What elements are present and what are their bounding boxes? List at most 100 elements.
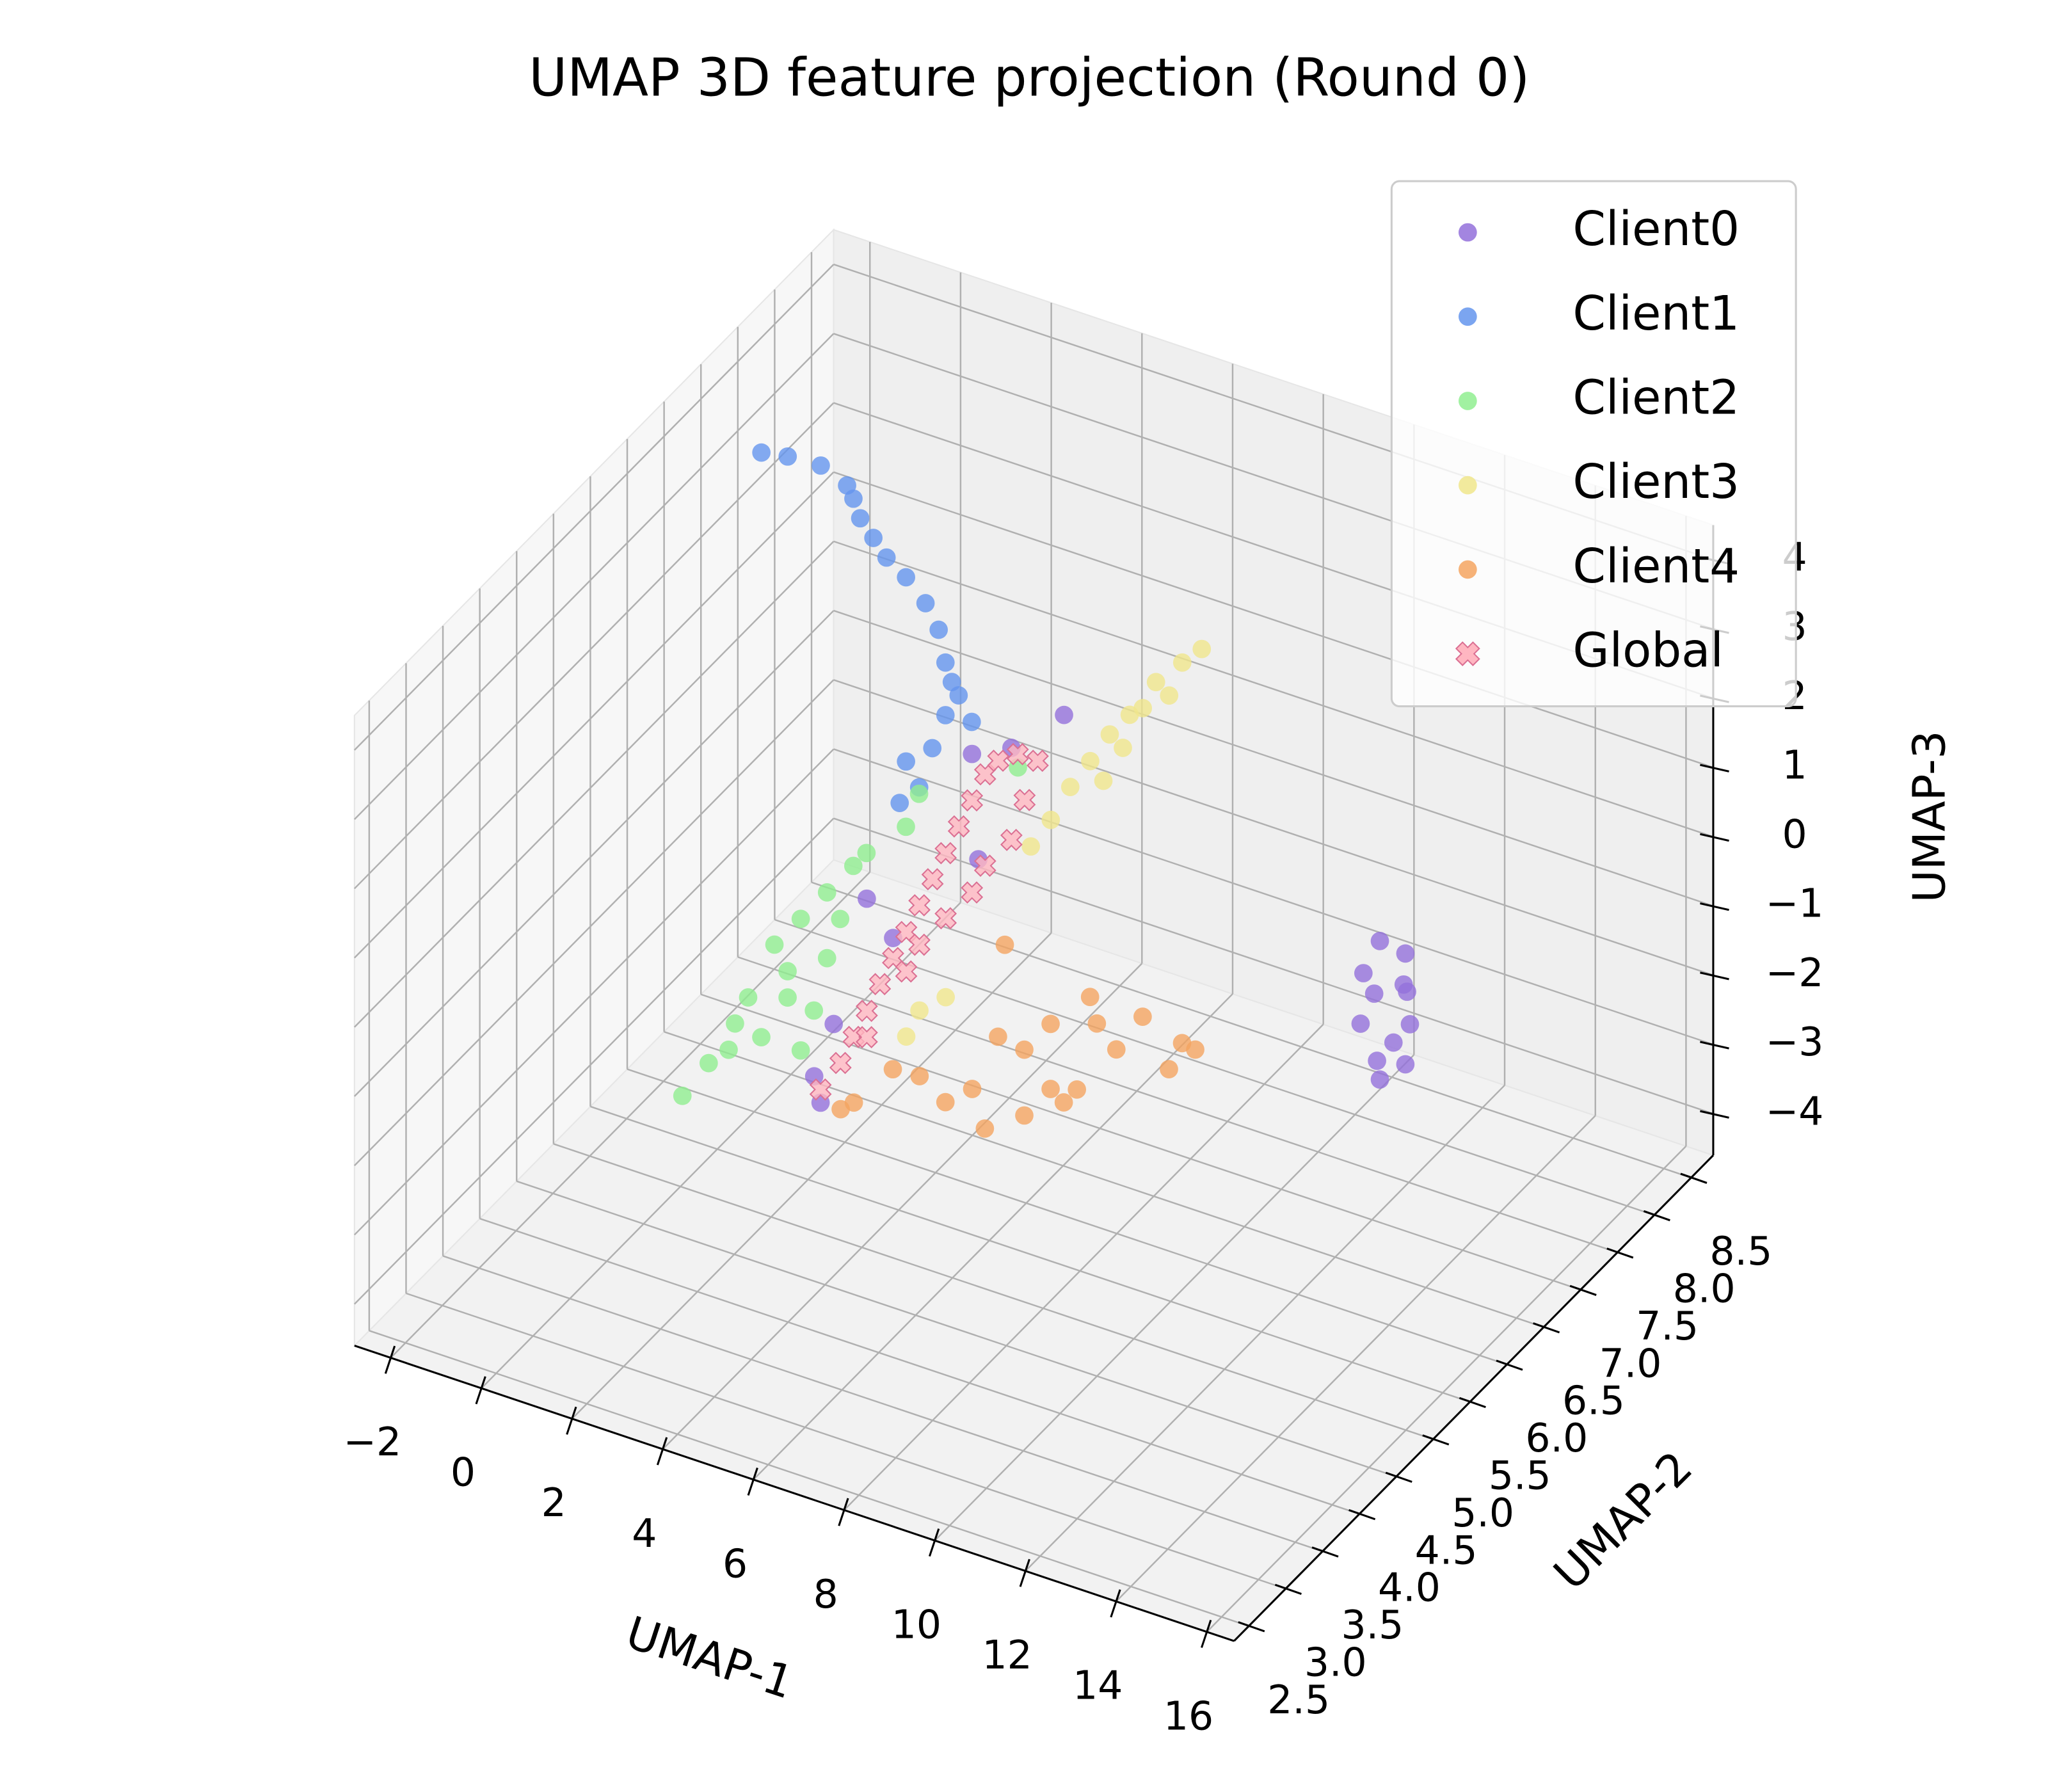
legend-label: Client3 (1572, 454, 1740, 509)
grid-line (353, 264, 835, 751)
point (857, 844, 876, 863)
tick-mark (1496, 1359, 1523, 1371)
point (673, 1086, 692, 1105)
z-tick-label: −3 (1766, 1019, 1824, 1065)
point (1351, 1014, 1370, 1033)
tick-mark (1238, 1621, 1265, 1633)
point (778, 447, 797, 466)
y-tick-label: 8.5 (1709, 1228, 1772, 1274)
point (934, 842, 957, 865)
grid-line (934, 1054, 1415, 1541)
point (909, 784, 929, 803)
point (1015, 1106, 1034, 1125)
point (851, 509, 870, 528)
y-tick-label: 4.0 (1378, 1565, 1441, 1611)
point (864, 529, 883, 547)
x-tick-label: 14 (1073, 1663, 1123, 1709)
point (699, 1053, 718, 1073)
z-tick-label: −1 (1766, 881, 1824, 927)
point (910, 1001, 929, 1020)
grid-line (353, 679, 835, 1167)
x-axis (354, 1345, 1235, 1642)
grid-line (353, 610, 835, 1097)
point (936, 988, 956, 1007)
legend-marker (1458, 392, 1477, 410)
point (1394, 975, 1413, 994)
point (831, 1100, 850, 1119)
y-tick-label: 5.5 (1489, 1453, 1551, 1499)
tick-mark (1700, 833, 1729, 842)
grid-line (753, 993, 1233, 1480)
point (1080, 988, 1100, 1007)
point (936, 1092, 955, 1112)
y-tick-label: 3.5 (1341, 1602, 1404, 1648)
tick-mark (1606, 1247, 1634, 1259)
point (936, 706, 955, 724)
point (739, 988, 758, 1007)
tick-mark (1700, 972, 1729, 980)
point (1041, 1080, 1060, 1098)
grid-line (1116, 1115, 1596, 1603)
grid-line (353, 402, 835, 890)
point (963, 744, 982, 764)
legend-label: Client4 (1572, 539, 1740, 594)
legend-box (1390, 180, 1797, 708)
tick-mark (384, 1345, 396, 1374)
point (987, 749, 1010, 772)
grid-line (1025, 1084, 1505, 1572)
x-tick-label: 0 (451, 1450, 476, 1496)
tick-mark (1422, 1434, 1450, 1446)
grid-line (1206, 1145, 1687, 1633)
point (1081, 751, 1100, 771)
point (1364, 984, 1384, 1003)
point (1041, 1014, 1060, 1034)
point (829, 1052, 852, 1075)
y-tick-label: 5.0 (1452, 1490, 1514, 1536)
tick-mark (1533, 1322, 1560, 1334)
point (1068, 1080, 1087, 1099)
tick-mark (1700, 902, 1729, 911)
point (765, 935, 784, 954)
point (1087, 1014, 1107, 1033)
grid-line (369, 1330, 1249, 1627)
point (1384, 1033, 1403, 1052)
tick-mark (1311, 1546, 1339, 1558)
point (961, 789, 984, 812)
y-axis (1233, 1155, 1715, 1642)
point (804, 1067, 824, 1086)
grid-line (774, 918, 1655, 1216)
point (1006, 742, 1029, 765)
tick-mark (1569, 1284, 1597, 1296)
point (1060, 778, 1080, 797)
point (1055, 705, 1073, 724)
legend-marker (1458, 560, 1477, 579)
point (719, 1040, 738, 1059)
point (895, 960, 918, 983)
point (824, 1014, 844, 1034)
z-tick-label: −2 (1766, 950, 1824, 996)
point (897, 817, 915, 836)
point (1015, 1040, 1034, 1059)
point (817, 883, 836, 902)
point (1107, 1040, 1126, 1059)
point (973, 854, 996, 877)
tick-mark (656, 1437, 668, 1466)
x-axis-label: UMAP-1 (620, 1607, 800, 1709)
point (791, 1041, 810, 1060)
point (1146, 673, 1165, 692)
point (961, 881, 984, 904)
point (947, 815, 970, 838)
grid-line (553, 1143, 1434, 1441)
point (844, 856, 863, 876)
point (1396, 944, 1415, 963)
grid-line (590, 1105, 1471, 1403)
legend-marker (1455, 641, 1480, 666)
point (868, 973, 892, 996)
point (1160, 1060, 1178, 1078)
tick-mark (1700, 1041, 1729, 1050)
point (1354, 964, 1373, 982)
point (884, 929, 902, 947)
grid-line (353, 748, 835, 1236)
legend-label: Client1 (1572, 286, 1740, 341)
